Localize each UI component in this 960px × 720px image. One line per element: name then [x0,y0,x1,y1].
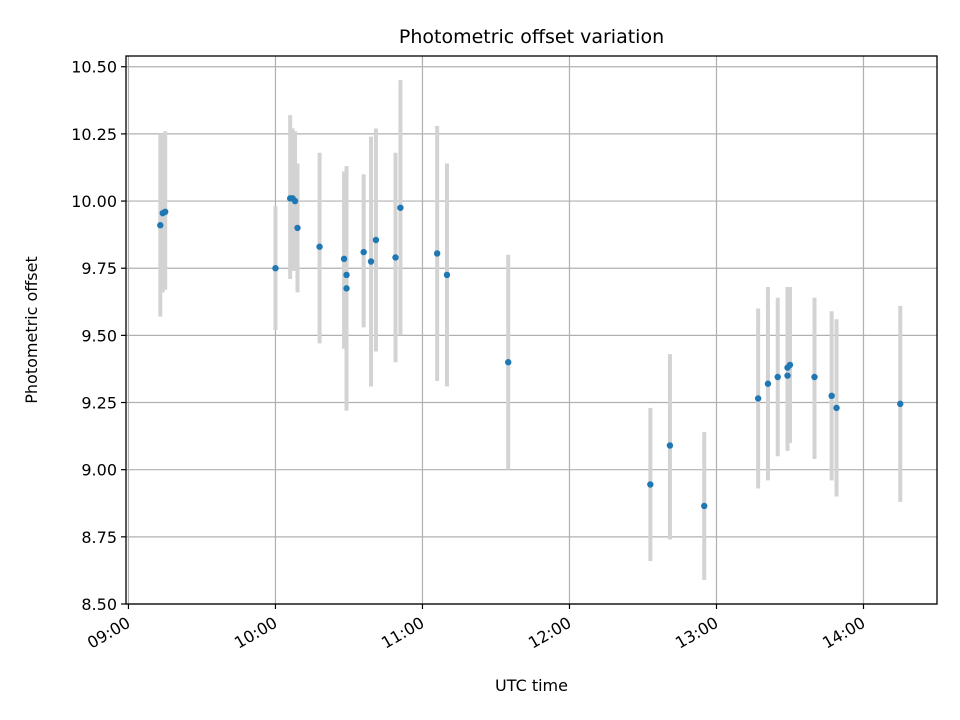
data-point [833,404,840,412]
chart-title: Photometric offset variation [399,26,664,48]
data-point [764,380,772,387]
data-point [397,204,404,211]
data-point [316,243,323,250]
y-tick-label: 9.75 [81,259,117,278]
data-point [754,395,762,402]
data-point [162,208,169,216]
data-point [897,400,904,408]
data-point [828,392,835,400]
data-point [360,248,367,256]
data-point [372,236,380,244]
data-point [343,285,350,292]
data-point [392,254,399,261]
y-tick-label: 8.75 [81,528,117,547]
y-tick-label: 10.00 [71,192,117,211]
data-point [647,481,654,488]
data-point [443,271,451,279]
data-point [367,258,375,265]
data-point [340,255,348,263]
data-point [157,222,164,229]
y-tick-label: 8.50 [81,595,117,614]
data-points [157,195,904,510]
y-tick-label: 10.25 [71,125,117,144]
data-point [272,265,279,272]
x-axis-label: UTC time [495,676,568,695]
axis-ticks [121,66,865,609]
data-point [291,197,299,205]
data-point [701,502,708,510]
data-point [343,271,350,279]
y-tick-label: 10.50 [71,58,117,77]
data-point [666,442,674,449]
data-point [784,372,791,379]
data-point [505,359,512,366]
plot-frame [125,55,938,605]
data-point [774,373,781,381]
y-tick-label: 9.00 [81,461,117,480]
data-point [294,224,301,232]
data-point [786,361,794,369]
y-axis-label: Photometric offset [22,256,41,404]
data-point [433,250,441,257]
y-tick-label: 9.50 [81,326,117,345]
y-tick-label: 9.25 [81,394,117,413]
data-point [811,373,818,381]
grid [126,56,937,605]
